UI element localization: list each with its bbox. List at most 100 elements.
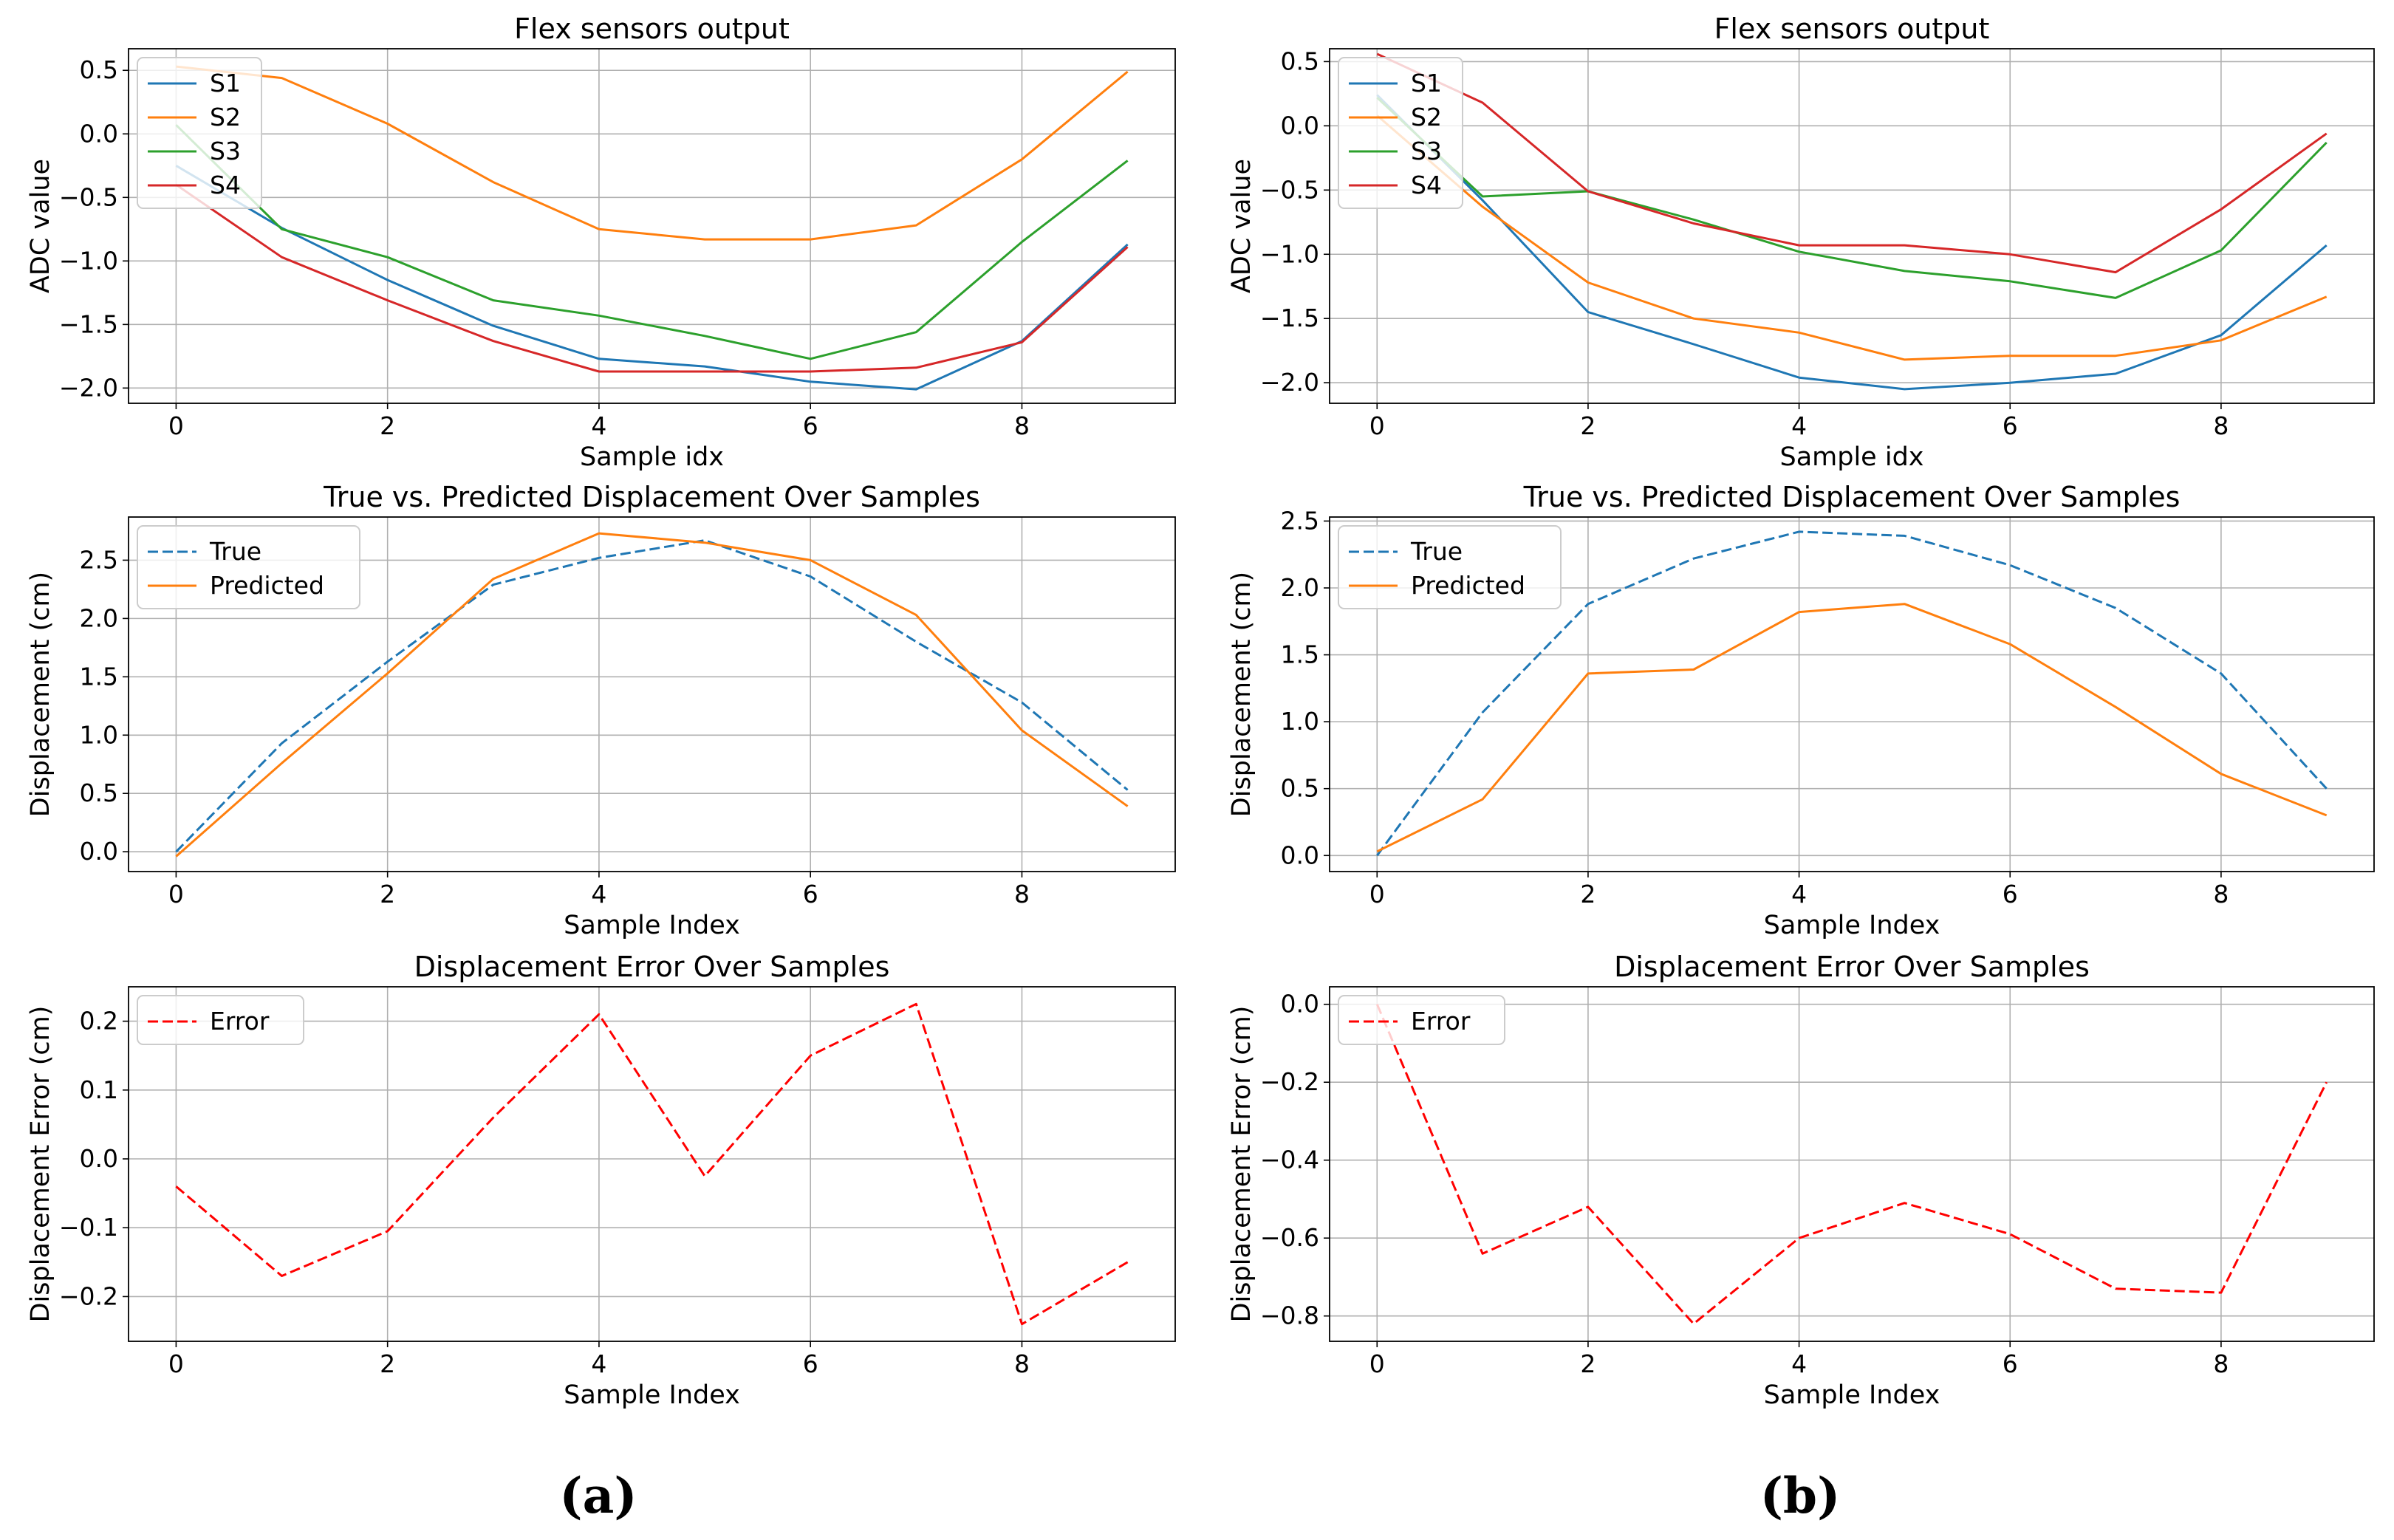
y-tick-label: 0.0 <box>1281 111 1319 140</box>
series-line-s2 <box>1376 114 2328 361</box>
legend: S1 S2 S3 S4 <box>137 57 262 209</box>
series-line-error <box>175 1002 1129 1326</box>
panel-label-b: (b) <box>1760 1467 1841 1524</box>
chart-title: True vs. Predicted Displacement Over Sam… <box>1523 481 2181 513</box>
x-tick-label: 2 <box>1580 411 1596 440</box>
y-axis-label: ADC value <box>1227 159 1256 293</box>
y-tick-label: 0.5 <box>1281 774 1319 803</box>
series-line-predicted <box>175 532 1129 858</box>
legend-box <box>1338 995 1505 1045</box>
x-tick-label: 2 <box>1580 880 1596 908</box>
x-tick-label: 4 <box>591 880 606 908</box>
x-tick-label: 6 <box>2003 880 2018 908</box>
legend-box <box>1338 525 1562 609</box>
series-line-s3 <box>175 124 1129 360</box>
chart-b2: 0 2 4 6 8 0.0 0.5 1.0 1.5 2.0 2.5 True vs. Predicte… <box>1227 481 2375 940</box>
x-tick-label: 2 <box>380 411 395 440</box>
x-tick-label: 0 <box>1369 411 1385 440</box>
x-tick-label: 6 <box>803 880 818 908</box>
legend-label-s3: S3 <box>210 137 241 165</box>
x-tick-label: 8 <box>2213 880 2229 908</box>
legend-box <box>137 57 262 209</box>
series-line-true <box>1376 530 2328 857</box>
legend-box <box>137 525 360 609</box>
y-tick-label: 2.5 <box>1281 506 1319 535</box>
y-tick-label: 0.5 <box>80 55 118 84</box>
y-tick-label: 0.2 <box>80 1007 118 1036</box>
y-tick-label: 2.0 <box>80 603 118 632</box>
legend-label-s3: S3 <box>1411 137 1442 165</box>
x-tick-label: 8 <box>2213 411 2229 440</box>
series-line-predicted <box>1376 603 2328 853</box>
x-tick-label: 8 <box>1014 880 1030 908</box>
x-axis-label: Sample idx <box>1779 442 1923 472</box>
y-tick-label: −1.0 <box>59 246 118 275</box>
legend-label-error: Error <box>1411 1007 1471 1036</box>
x-tick-label: 4 <box>1791 880 1807 908</box>
y-axis-label: ADC value <box>26 159 55 293</box>
legend-label-true: True <box>1410 537 1463 566</box>
y-tick-label: 0.5 <box>80 778 118 807</box>
x-tick-label: 4 <box>591 411 606 440</box>
series-line-s4 <box>175 183 1129 373</box>
legend-label-s2: S2 <box>1411 103 1442 131</box>
y-tick-label: 1.0 <box>80 720 118 749</box>
y-tick-label: −0.5 <box>59 182 118 211</box>
x-tick-label: 4 <box>591 1349 606 1378</box>
axes-frame <box>1329 986 2375 1342</box>
y-tick-label: 1.5 <box>80 662 118 691</box>
y-tick-label: −0.2 <box>59 1281 118 1310</box>
x-tick-label: 0 <box>168 1349 184 1378</box>
legend: True Predicted <box>137 525 360 609</box>
panel-label-a: (a) <box>559 1467 637 1524</box>
x-tick-label: 6 <box>803 1349 818 1378</box>
series-line-s3 <box>1376 97 2328 299</box>
axes-frame <box>128 516 1176 872</box>
legend: Error <box>137 995 304 1045</box>
x-tick-label: 2 <box>380 880 395 908</box>
chart-a1: 0 2 4 6 8 0.5 0.0 −0.5 −1.0 −1.5 −2.0 Flex sensors … <box>26 13 1176 472</box>
y-axis-label: Displacement Error (cm) <box>1227 1006 1256 1323</box>
legend-label-predicted: Predicted <box>210 571 324 600</box>
axes-frame <box>1329 516 2375 872</box>
x-axis-label: Sample idx <box>580 442 724 472</box>
chart-title: True vs. Predicted Displacement Over Sam… <box>323 481 980 513</box>
y-axis-label: Displacement (cm) <box>1227 572 1256 817</box>
y-tick-label: 2.0 <box>1281 573 1319 602</box>
x-axis-label: Sample Index <box>1764 1380 1940 1410</box>
legend-box <box>137 995 304 1045</box>
x-tick-label: 0 <box>168 411 184 440</box>
y-tick-label: −0.8 <box>1260 1301 1319 1330</box>
legend-label-s2: S2 <box>210 103 241 131</box>
chart-b1: 0 2 4 6 8 0.5 0.0 −0.5 −1.0 −1.5 −2.0 Flex sensors … <box>1227 13 2375 472</box>
x-tick-label: 8 <box>1014 411 1030 440</box>
legend-label-s4: S4 <box>210 171 241 199</box>
legend-label-error: Error <box>210 1007 270 1036</box>
x-axis-label: Sample Index <box>564 911 740 940</box>
y-tick-label: 0.0 <box>80 1144 118 1173</box>
y-tick-label: −0.6 <box>1260 1223 1319 1252</box>
y-tick-label: −1.5 <box>1260 304 1319 332</box>
chart-title: Flex sensors output <box>1714 13 1990 45</box>
x-tick-label: 8 <box>1014 1349 1030 1378</box>
x-tick-label: 6 <box>2003 411 2018 440</box>
y-tick-label: 2.5 <box>80 545 118 574</box>
y-tick-label: −1.0 <box>1260 239 1319 268</box>
x-tick-label: 6 <box>803 411 818 440</box>
legend-label-s1: S1 <box>1411 69 1442 97</box>
axes-frame <box>1329 48 2375 404</box>
x-tick-label: 2 <box>1580 1349 1596 1378</box>
y-tick-label: −2.0 <box>59 373 118 402</box>
chart-title: Flex sensors output <box>514 13 790 45</box>
axes-frame <box>128 986 1176 1342</box>
legend-label-s1: S1 <box>210 69 241 97</box>
x-tick-label: 0 <box>168 880 184 908</box>
y-axis-label: Displacement (cm) <box>26 572 55 817</box>
y-tick-label: 0.0 <box>1281 841 1319 869</box>
y-tick-label: −2.0 <box>1260 368 1319 397</box>
y-tick-label: 0.1 <box>80 1075 118 1104</box>
y-tick-label: 1.5 <box>1281 640 1319 669</box>
